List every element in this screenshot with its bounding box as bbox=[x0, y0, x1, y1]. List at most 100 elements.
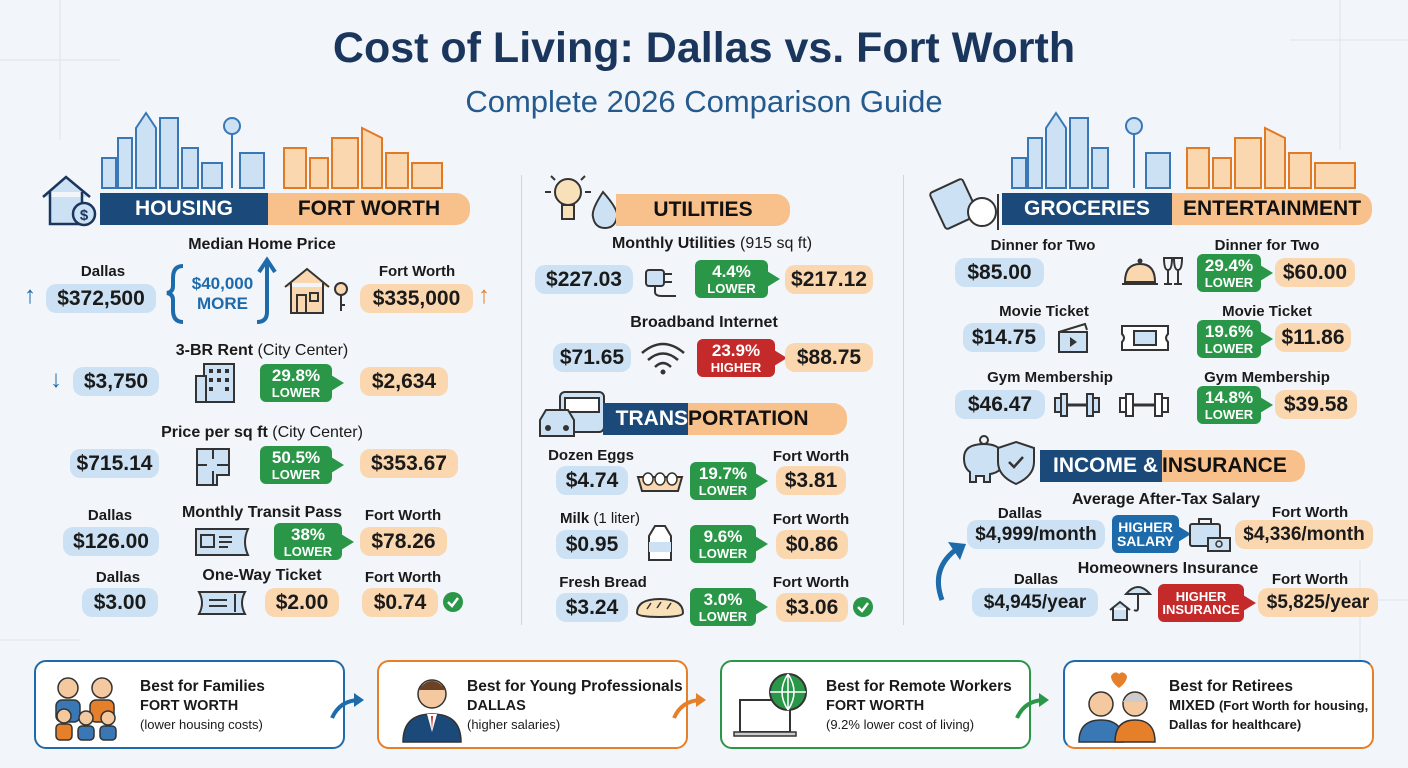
plug-icon bbox=[645, 269, 676, 297]
ticket-plate-icon bbox=[929, 178, 999, 230]
fort-worth-banner-label: FORT WORTH bbox=[268, 193, 470, 225]
rent-lower-badge: 29.8% LOWER bbox=[260, 364, 344, 402]
dallas-label: Dallas bbox=[95, 569, 141, 586]
fort-worth-utilities: $217.12 bbox=[785, 265, 873, 294]
badge-direction: LOWER bbox=[283, 543, 333, 559]
divider bbox=[903, 175, 904, 625]
dallas-median-price: $372,500 bbox=[46, 284, 156, 313]
fort-worth-one-way-ticket: $0.74 bbox=[362, 588, 438, 617]
card-note: Dallas for healthcare) bbox=[1169, 717, 1302, 732]
fort-worth-label: Fort Worth bbox=[1271, 504, 1349, 521]
lower-badge: 9.6% LOWER bbox=[690, 525, 768, 563]
card-title: Best for Young Professionals bbox=[467, 678, 683, 695]
utilities-lower-badge: 4.4% LOWER bbox=[695, 260, 780, 298]
badge-direction: LOWER bbox=[698, 546, 748, 561]
fort-worth-label: Fort Worth bbox=[772, 511, 850, 528]
badge-direction: LOWER bbox=[698, 483, 748, 498]
monthly-utilities-label: Monthly Utilities (915 sq ft) bbox=[612, 235, 812, 253]
income-banner-label: INCOME & bbox=[1040, 450, 1162, 482]
lower-badge: 14.8% LOWER bbox=[1197, 386, 1273, 424]
fort-worth-price: $3.81 bbox=[776, 466, 846, 495]
fort-worth-price-sqft: $353.67 bbox=[360, 449, 458, 478]
one-way-ticket-label: One-Way Ticket bbox=[202, 567, 322, 584]
dallas-dinner: $85.00 bbox=[955, 258, 1044, 287]
lower-badge: 3.0% LOWER bbox=[690, 588, 768, 626]
card-title: Best for Remote Workers bbox=[826, 678, 1012, 695]
dallas-price: $0.95 bbox=[556, 530, 628, 559]
clapperboard-icon bbox=[1058, 322, 1088, 353]
dallas-label: Dallas bbox=[997, 505, 1043, 522]
badge-direction: LOWER bbox=[698, 609, 748, 624]
dallas-price: $3.24 bbox=[556, 593, 628, 622]
professional-icon bbox=[402, 679, 462, 743]
badge-direction: LOWER bbox=[1204, 275, 1254, 290]
card-city: FORT WORTH bbox=[826, 698, 925, 714]
lower-badge: 19.7% LOWER bbox=[690, 462, 768, 500]
internet-higher-badge: 23.9% HIGHER bbox=[697, 339, 787, 377]
groceries-entertainment-banner: GROCERIES ENTERTAINMENT bbox=[1002, 193, 1372, 225]
item-label: Gym Membership bbox=[1204, 369, 1330, 386]
item-label: Movie Ticket bbox=[1222, 303, 1312, 320]
dallas-price-sqft: $715.14 bbox=[70, 449, 159, 478]
card-city: MIXED (Fort Worth for housing, bbox=[1169, 698, 1368, 714]
arrow-right-icon bbox=[330, 693, 364, 719]
dallas-movie-ticket: $14.75 bbox=[963, 323, 1045, 352]
card-note: (higher salaries) bbox=[467, 717, 561, 732]
broadband-label: Broadband Internet bbox=[630, 314, 778, 331]
dallas-label: Dallas bbox=[1013, 571, 1059, 588]
badge-line-1: HIGHER bbox=[1175, 589, 1227, 604]
fort-worth-internet: $88.75 bbox=[785, 343, 873, 372]
rent-qualifier: (City Center) bbox=[257, 342, 349, 359]
divider bbox=[521, 175, 522, 625]
piggy-bank-shield-icon bbox=[962, 435, 1035, 486]
card-title: Best for Families bbox=[140, 678, 265, 695]
umbrella-house-icon bbox=[1109, 586, 1153, 621]
utilities-qualifier: (915 sq ft) bbox=[739, 235, 813, 252]
bread-icon bbox=[635, 597, 685, 619]
card-note: (9.2% lower cost of living) bbox=[826, 717, 975, 732]
dallas-transit-pass: $126.00 bbox=[63, 527, 159, 556]
item-label: Movie Ticket bbox=[999, 303, 1089, 320]
card-city: FORT WORTH bbox=[140, 698, 239, 714]
cloche-wine-icon bbox=[1122, 257, 1184, 285]
fort-worth-price: $3.06 bbox=[776, 593, 848, 622]
groceries-banner-label: GROCERIES bbox=[1002, 193, 1172, 225]
badge-percent: 3.0% bbox=[703, 590, 743, 609]
sqft-lower-badge: 50.5% LOWER bbox=[260, 446, 344, 484]
retirees-icon bbox=[1078, 672, 1156, 743]
best-for-families-card: Best for Families FORT WORTH (lower hous… bbox=[34, 660, 345, 749]
curved-arrow-icon bbox=[936, 542, 966, 601]
floor-plan-icon bbox=[196, 448, 230, 486]
rent-label-text: 3-BR Rent bbox=[175, 342, 254, 359]
arrow-up-icon: ↑ bbox=[478, 282, 490, 309]
arrow-up-icon: ↑ bbox=[24, 282, 36, 309]
arrow-right-icon bbox=[1015, 693, 1049, 719]
fort-worth-skyline-icon bbox=[1186, 126, 1356, 189]
sqft-label-text: Price per sq ft bbox=[161, 424, 268, 441]
card-city: DALLAS bbox=[467, 698, 526, 714]
film-ticket-icon bbox=[1121, 325, 1169, 351]
item-label: Milk (1 liter) bbox=[560, 510, 640, 527]
badge-direction: LOWER bbox=[1204, 407, 1254, 422]
utilities-banner-label: UTILITIES bbox=[653, 198, 753, 221]
best-for-remote-workers-card: Best for Remote Workers FORT WORTH (9.2%… bbox=[720, 660, 1031, 749]
fort-worth-label: Fort Worth bbox=[772, 448, 850, 465]
card-title: Best for Retirees bbox=[1169, 678, 1294, 695]
fort-worth-salary: $4,336/month bbox=[1235, 520, 1373, 549]
rent-label: 3-BR Rent (City Center) bbox=[176, 342, 348, 360]
higher-insurance-badge: HIGHER INSURANCE bbox=[1158, 584, 1256, 622]
fort-worth-label: Fort Worth bbox=[1271, 571, 1349, 588]
badge-direction: LOWER bbox=[271, 467, 321, 482]
dallas-skyline-icon bbox=[1011, 111, 1171, 189]
fort-worth-rent: $2,634 bbox=[360, 367, 448, 396]
item-label: Gym Membership bbox=[987, 369, 1113, 386]
dallas-salary: $4,999/month bbox=[967, 520, 1105, 549]
entertainment-banner-label: ENTERTAINMENT bbox=[1172, 193, 1372, 225]
item-label: Dinner for Two bbox=[1214, 237, 1320, 254]
badge-direction: LOWER bbox=[1204, 341, 1254, 356]
badge-percent: 19.6% bbox=[1204, 322, 1254, 341]
fort-worth-label: Fort Worth bbox=[364, 569, 442, 586]
badge-direction: LOWER bbox=[707, 281, 756, 296]
fort-worth-movie-ticket: $11.86 bbox=[1275, 323, 1351, 352]
